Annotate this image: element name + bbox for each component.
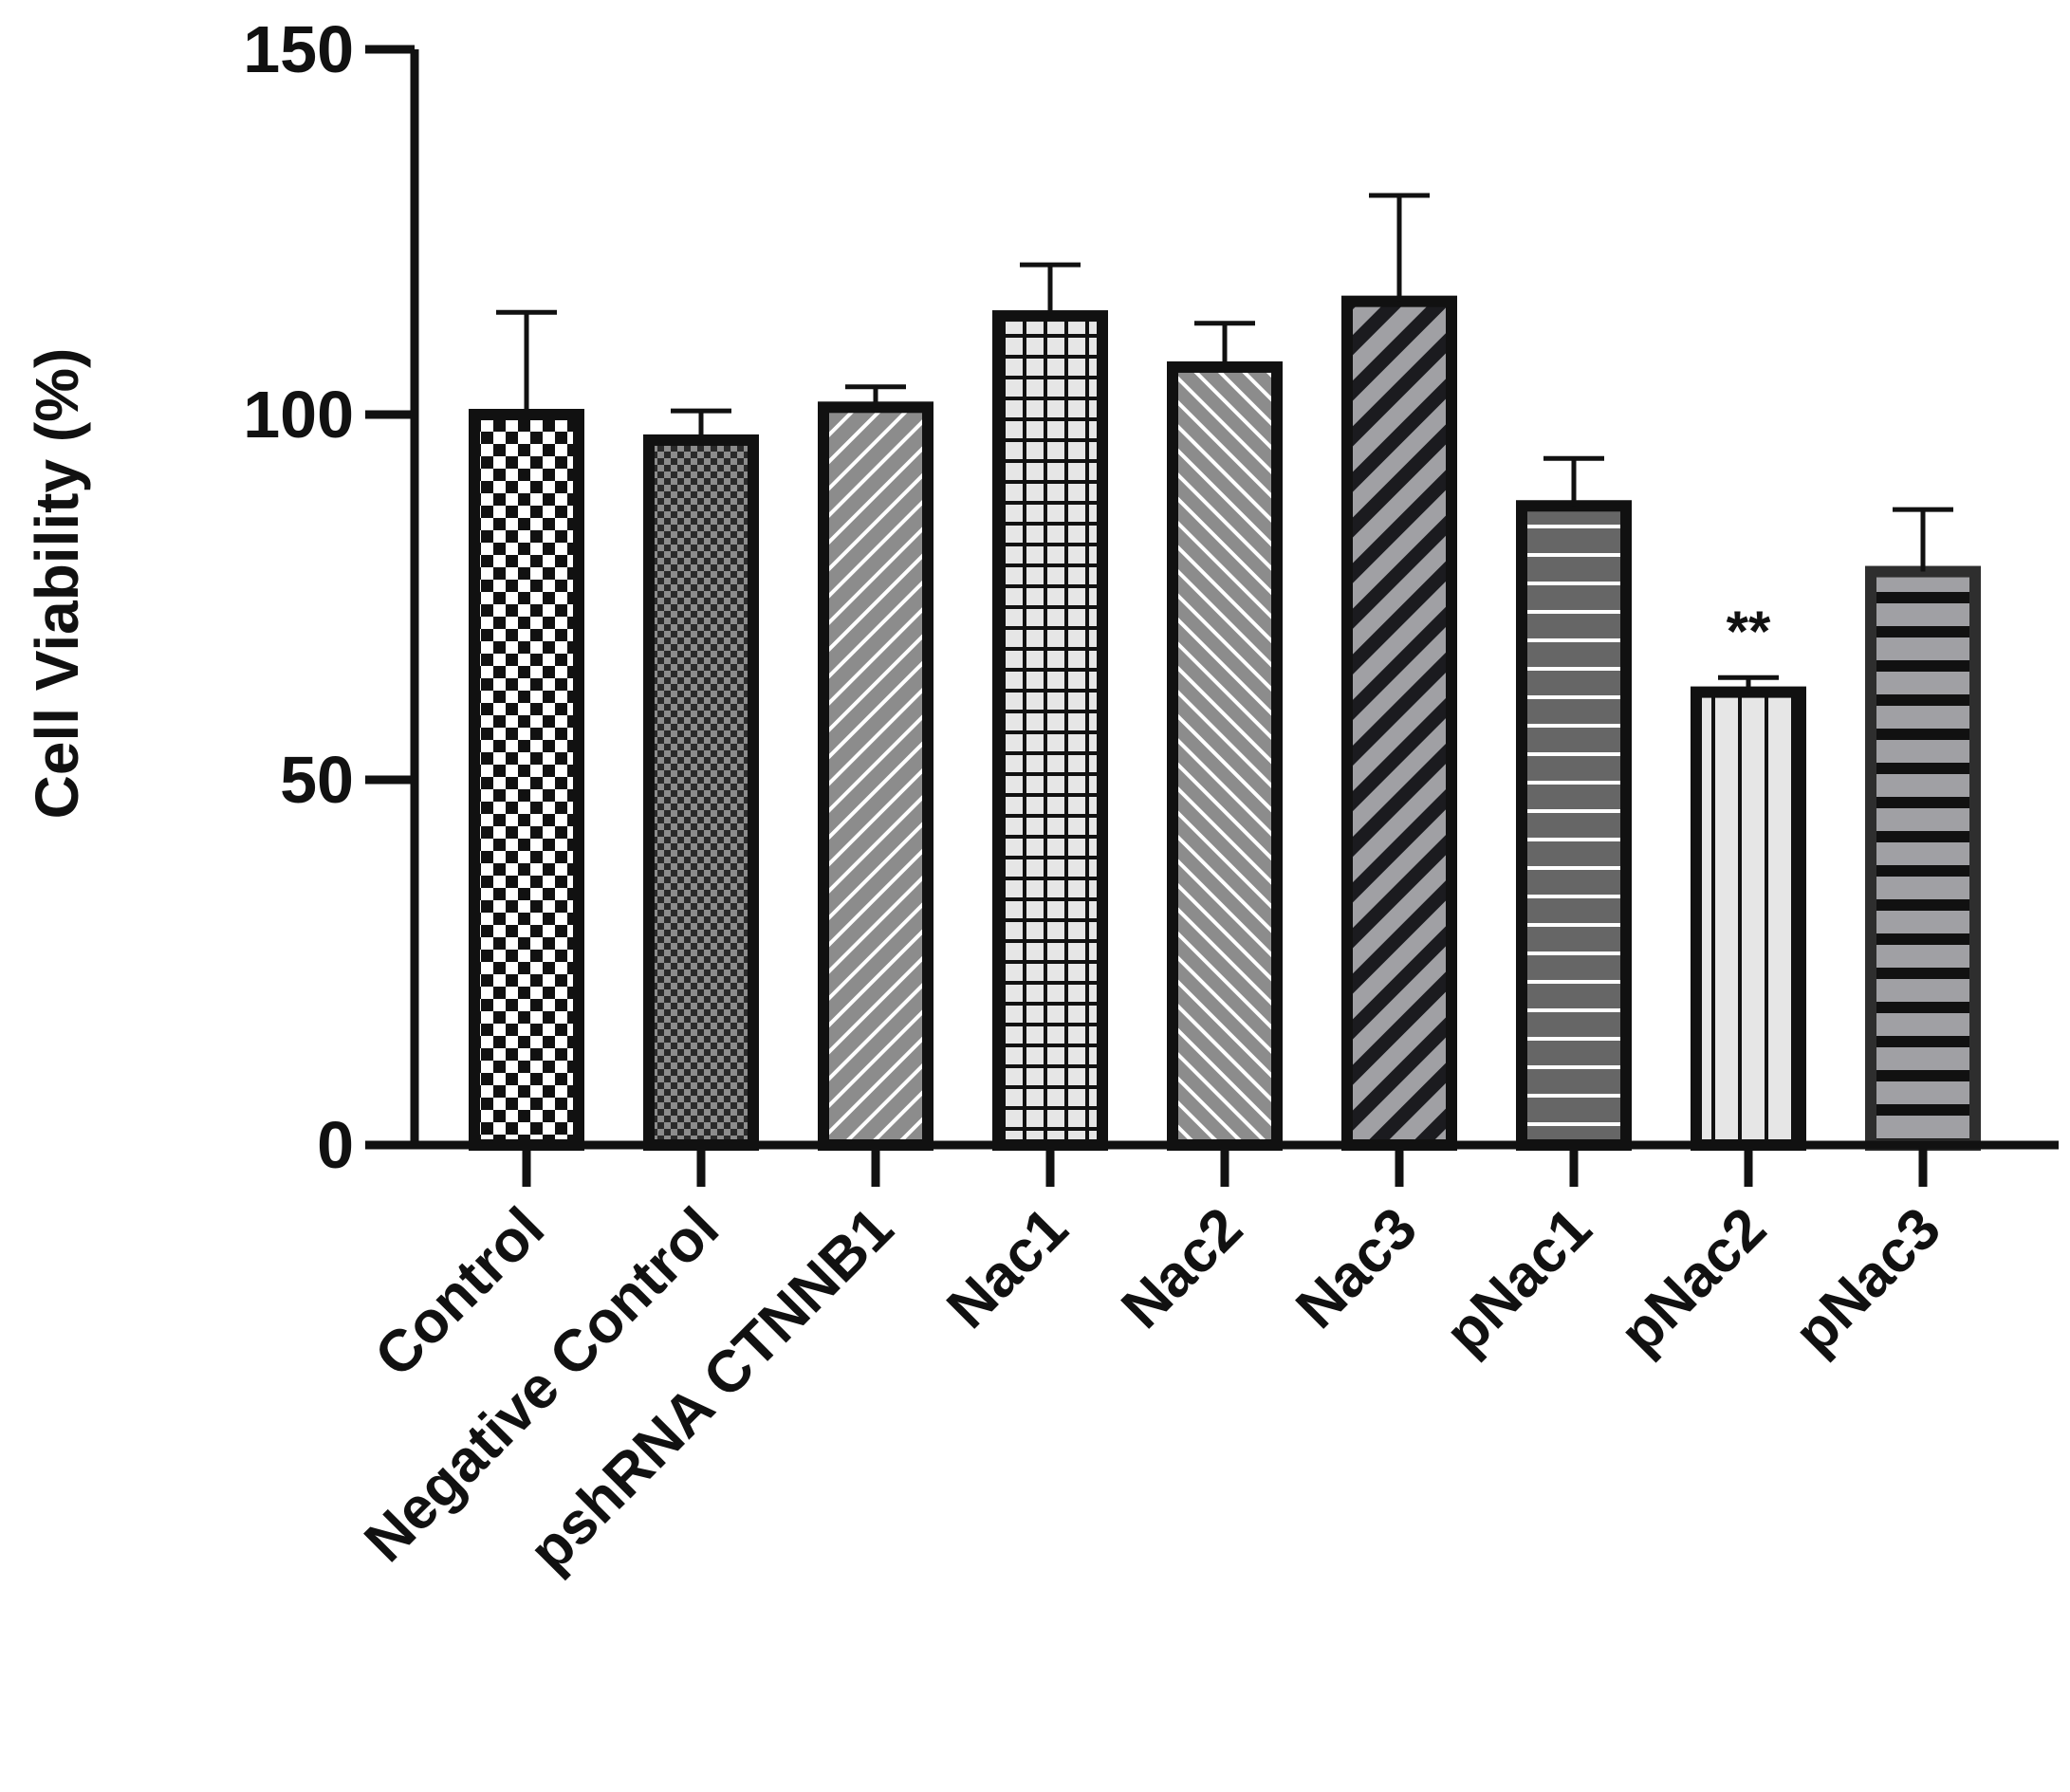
x-tick-label: Nac2 [1109, 1195, 1255, 1341]
x-tick-label: Nac3 [1284, 1195, 1430, 1341]
bar-pnac1 [1516, 500, 1632, 1151]
bar-nac2 [1167, 360, 1283, 1151]
x-tick-label: Nac1 [934, 1195, 1081, 1341]
bar-nac1 [992, 310, 1108, 1151]
y-axis-title: Cell Viability (%) [23, 348, 91, 820]
axes-layer [365, 45, 2059, 1187]
bar-negative-control [643, 434, 759, 1151]
error-bars-layer [496, 193, 1953, 693]
significance-marker: ** [1727, 600, 1771, 663]
x-tick-label: pNac2 [1608, 1195, 1779, 1366]
bar-pnac2 [1691, 686, 1806, 1151]
bar-nac3 [1341, 295, 1457, 1151]
x-tick-label: pNac1 [1433, 1195, 1604, 1366]
y-tick-label: 50 [280, 743, 354, 817]
y-tick-label: 100 [243, 378, 354, 452]
x-tick-label: pNac3 [1783, 1195, 1953, 1366]
bar-control [469, 409, 584, 1151]
bar-pshrna-ctnnb1 [818, 401, 933, 1151]
y-tick-label: 0 [317, 1108, 354, 1182]
y-tick-label: 150 [243, 12, 354, 86]
bar-pnac3 [1865, 565, 1981, 1151]
